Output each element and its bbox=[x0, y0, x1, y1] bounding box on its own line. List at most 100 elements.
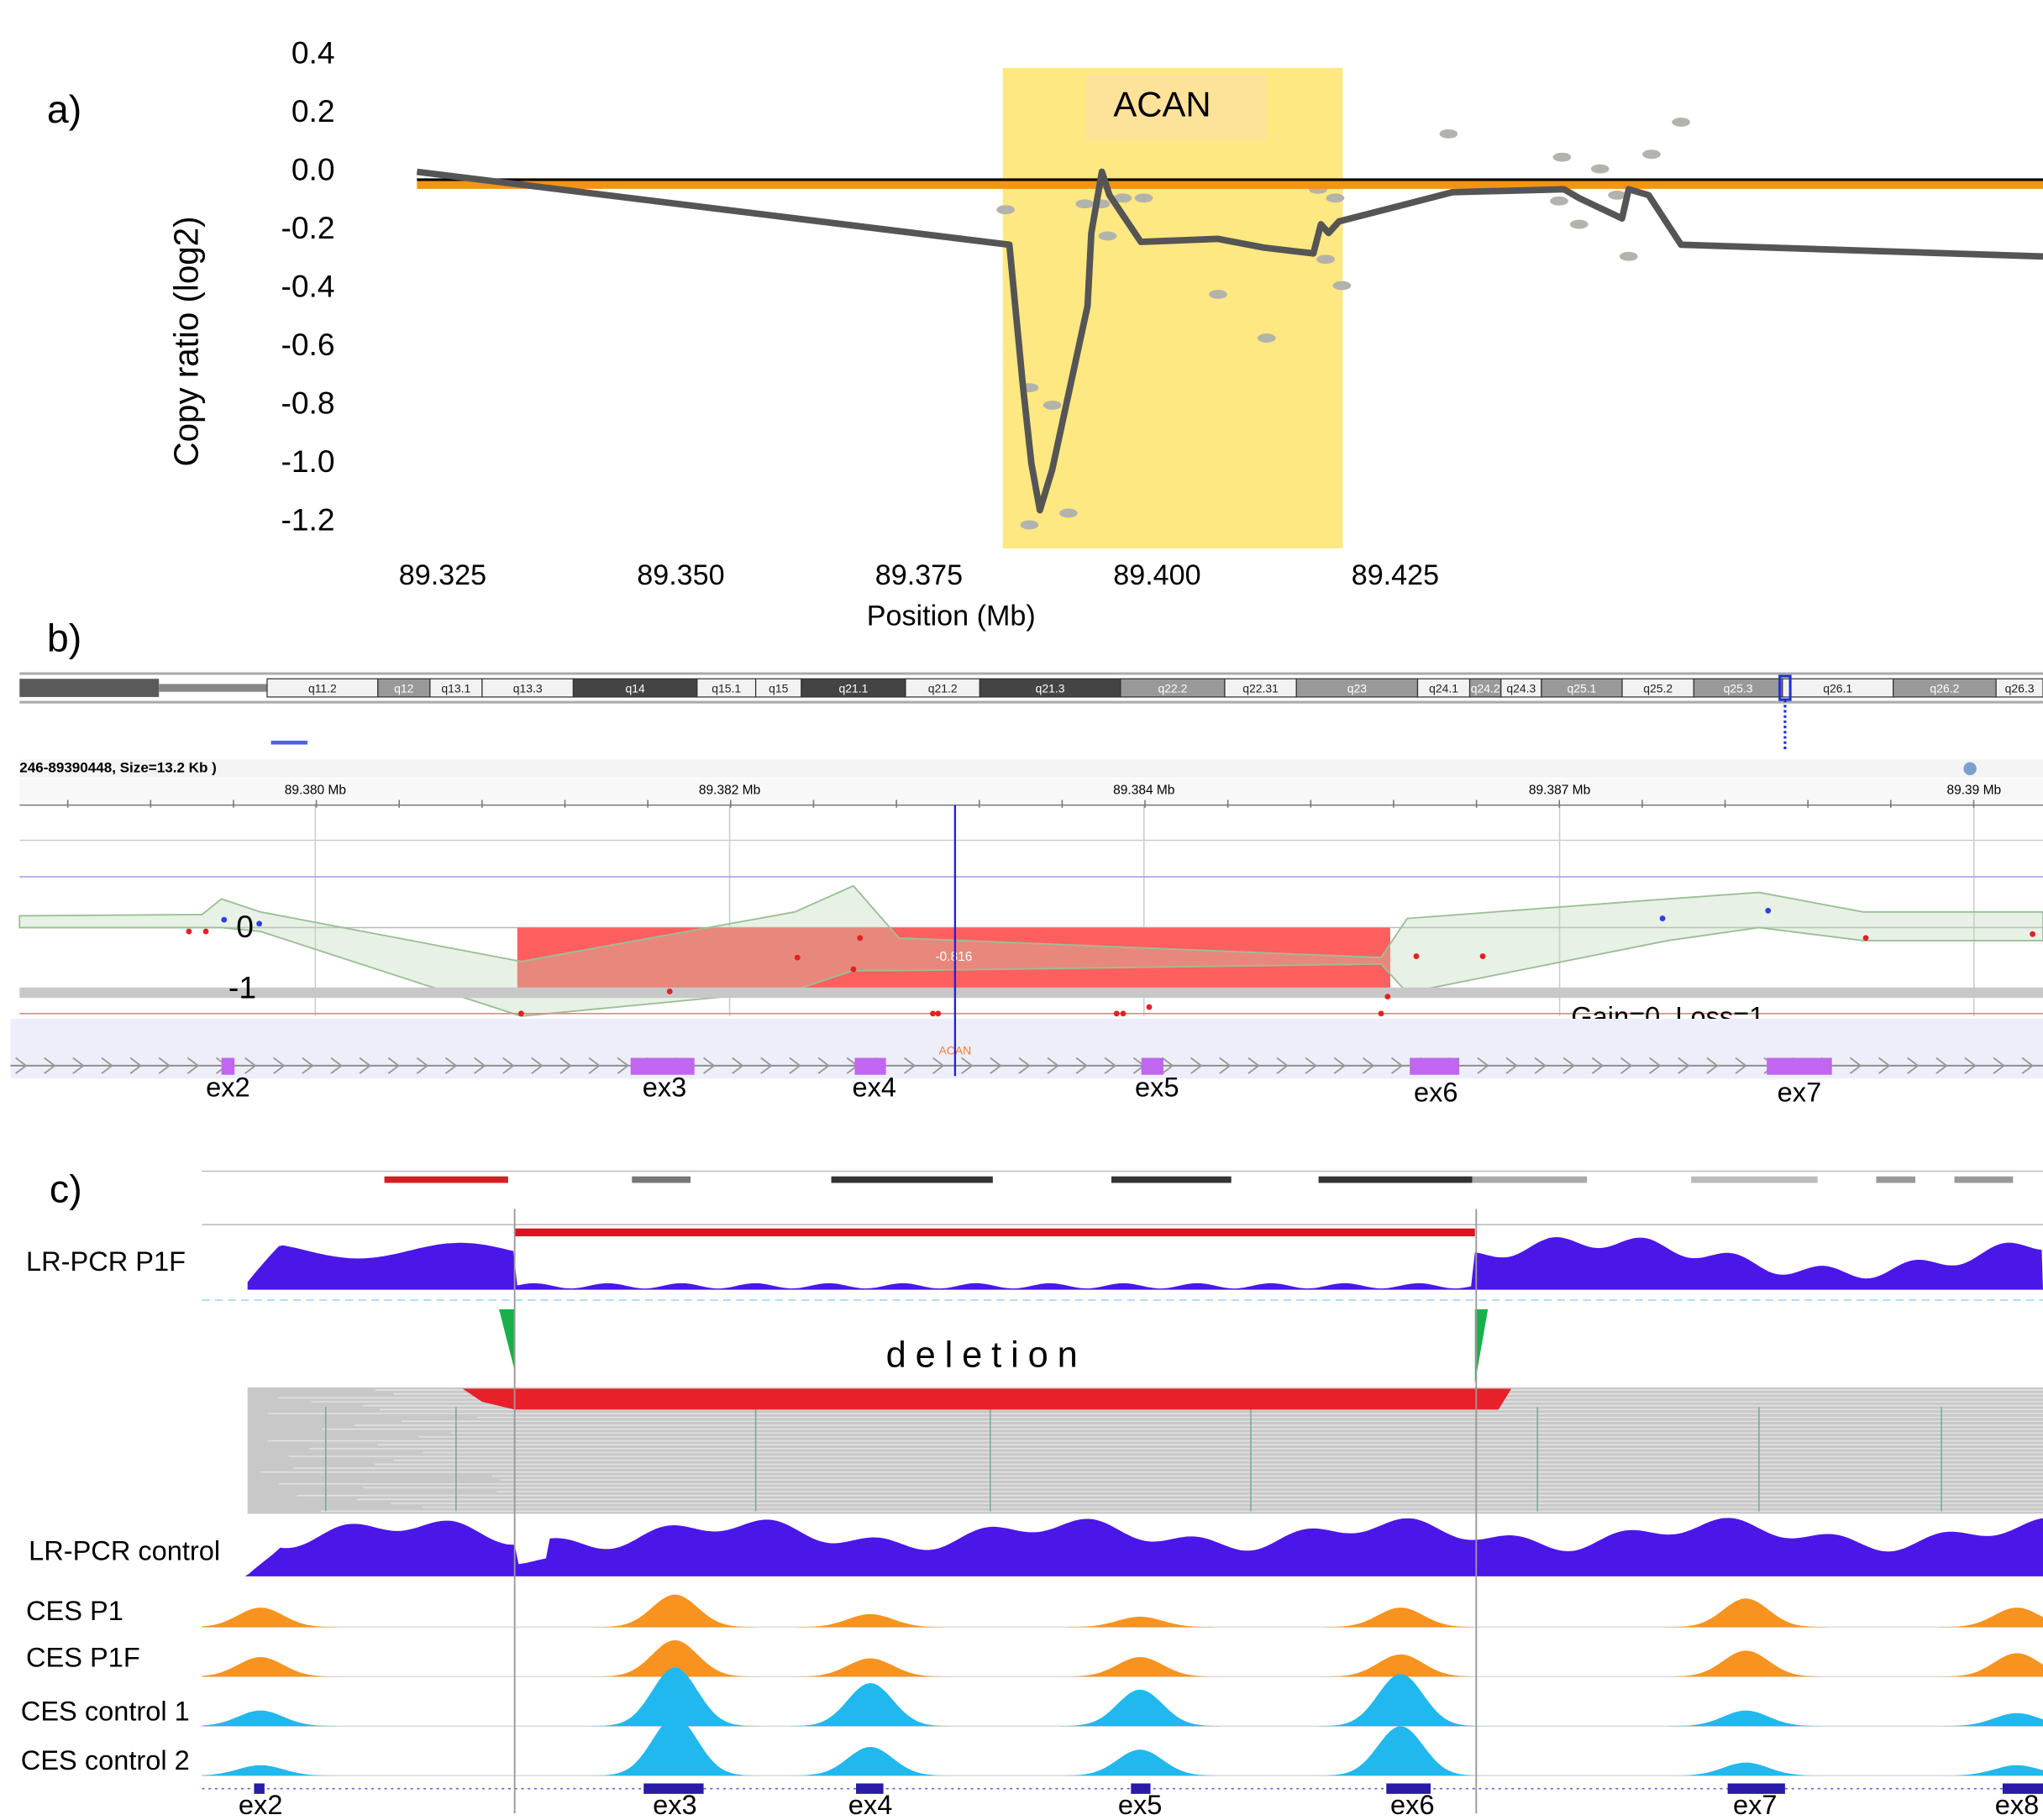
exon bbox=[1410, 1058, 1459, 1075]
exon-label: ex2 bbox=[206, 1072, 250, 1102]
band-label: q13.3 bbox=[513, 681, 543, 695]
band-label: q22.31 bbox=[1242, 681, 1279, 695]
track-label: CES control 2 bbox=[21, 1745, 190, 1775]
x-axis-label: Position (Mb) bbox=[867, 600, 1036, 632]
probe-point bbox=[1384, 994, 1390, 999]
deletion-label: deletion bbox=[886, 1335, 1087, 1376]
probe-point bbox=[256, 920, 262, 926]
probe-point bbox=[1765, 908, 1771, 914]
probe-point bbox=[1114, 1010, 1120, 1016]
y-tick-label: 0.4 bbox=[291, 34, 335, 70]
exon-label: ex4 bbox=[848, 1790, 893, 1820]
probe-point bbox=[1480, 953, 1486, 959]
ideogram-band bbox=[1473, 1177, 1587, 1183]
track-label: LR-PCR control bbox=[29, 1536, 220, 1566]
exon-label: ex8 bbox=[1995, 1790, 2040, 1820]
exon bbox=[1767, 1058, 1832, 1075]
x-tick-label: 89.325 bbox=[399, 559, 486, 591]
deletion-bar bbox=[515, 1229, 1475, 1236]
exon-label: ex3 bbox=[653, 1790, 697, 1820]
data-point bbox=[1333, 281, 1352, 291]
panel-label: b) bbox=[47, 616, 81, 660]
band-label: q26.2 bbox=[1930, 681, 1959, 695]
panel-a: ACAN0.40.20.0-0.2-0.4-0.6-0.8-1.0-1.289.… bbox=[281, 34, 2043, 591]
x-tick-label: 89.350 bbox=[637, 559, 724, 591]
probe-point bbox=[930, 1010, 936, 1016]
band-label: q24.1 bbox=[1429, 681, 1458, 695]
exome-coverage bbox=[202, 1640, 2043, 1676]
probe-point bbox=[1379, 1010, 1384, 1016]
probe-point bbox=[2030, 931, 2035, 937]
exon-label: ex7 bbox=[1733, 1790, 1778, 1820]
probe-point bbox=[1414, 953, 1420, 959]
split-read-spike bbox=[499, 1309, 515, 1371]
exon-label: ex3 bbox=[643, 1072, 687, 1102]
band-label: q24.2 bbox=[1471, 681, 1500, 695]
refresh-icon[interactable] bbox=[1963, 762, 1977, 775]
band-label: q23 bbox=[1347, 681, 1368, 695]
exon-label: ex5 bbox=[1135, 1072, 1179, 1102]
data-point bbox=[996, 205, 1015, 214]
page: a) Copy ratio (log2) Position (Mb) b) c)… bbox=[0, 0, 2043, 1820]
track-label: CES control 1 bbox=[21, 1696, 190, 1726]
data-point bbox=[1591, 165, 1610, 174]
probe-point bbox=[1660, 915, 1666, 921]
band-label: q26.3 bbox=[2005, 681, 2035, 695]
band-label: q14 bbox=[625, 681, 645, 695]
band-label: q21.3 bbox=[1036, 681, 1065, 695]
probe-point bbox=[518, 1010, 524, 1016]
figure: a) Copy ratio (log2) Position (Mb) b) c)… bbox=[0, 0, 2043, 1820]
y-tick-label: -0.2 bbox=[281, 210, 334, 245]
ruler-label: 89.39 Mb bbox=[1946, 784, 2001, 798]
deletion-reads bbox=[463, 1389, 1512, 1410]
coverage-track bbox=[241, 1518, 2043, 1576]
ideogram-band bbox=[632, 1177, 691, 1183]
data-point bbox=[1326, 193, 1345, 202]
band-label: q15 bbox=[769, 681, 789, 695]
y-tick-label: 0.0 bbox=[291, 151, 335, 186]
y-tick-label: -0.8 bbox=[281, 385, 334, 420]
band-label: q24.3 bbox=[1506, 681, 1536, 695]
data-point bbox=[1209, 290, 1227, 299]
ruler-label: 89.387 Mb bbox=[1529, 784, 1590, 798]
ruler-label: 89.382 Mb bbox=[699, 784, 760, 798]
x-tick-label: 89.375 bbox=[875, 559, 963, 591]
ideogram-band bbox=[1319, 1177, 1473, 1183]
probe-point bbox=[1147, 1004, 1153, 1010]
data-point bbox=[1075, 199, 1094, 208]
band-label: q26.1 bbox=[1823, 681, 1852, 695]
segment-value: -0.816 bbox=[935, 950, 972, 964]
exon-label: ex5 bbox=[1118, 1790, 1163, 1820]
band-label: q25.2 bbox=[1643, 681, 1673, 695]
exon-label: ex4 bbox=[852, 1072, 896, 1102]
minus-one-line bbox=[19, 988, 2043, 998]
exon-label: ex6 bbox=[1390, 1790, 1435, 1820]
ideogram-band bbox=[832, 1177, 993, 1183]
ideogram-centromere bbox=[19, 679, 159, 697]
x-tick-label: 89.400 bbox=[1113, 559, 1200, 591]
data-point bbox=[1059, 509, 1078, 518]
probe-point bbox=[935, 1010, 941, 1016]
ideogram-band bbox=[1691, 1177, 1817, 1183]
probe-point bbox=[1863, 935, 1869, 941]
data-point bbox=[1258, 333, 1276, 343]
probe-point bbox=[221, 917, 227, 923]
probe-point bbox=[851, 967, 857, 973]
gene-track bbox=[10, 1019, 2043, 1078]
band-label: q15.1 bbox=[712, 681, 741, 695]
track-axis-label: 0 bbox=[236, 909, 254, 944]
exon-label: ex6 bbox=[1414, 1078, 1458, 1108]
data-point bbox=[1440, 129, 1458, 139]
data-point bbox=[1135, 193, 1153, 202]
band-label: q11.2 bbox=[308, 681, 337, 695]
track-label: CES P1 bbox=[26, 1596, 123, 1626]
track-axis-label: -1 bbox=[228, 970, 256, 1005]
data-point bbox=[1021, 520, 1039, 529]
track-label: CES P1F bbox=[26, 1643, 140, 1673]
data-point bbox=[1672, 118, 1690, 127]
ideogram-stalk bbox=[159, 684, 267, 691]
exome-coverage bbox=[202, 1595, 2043, 1628]
locus-header: 246-89390448, Size=13.2 Kb ) bbox=[19, 760, 217, 776]
